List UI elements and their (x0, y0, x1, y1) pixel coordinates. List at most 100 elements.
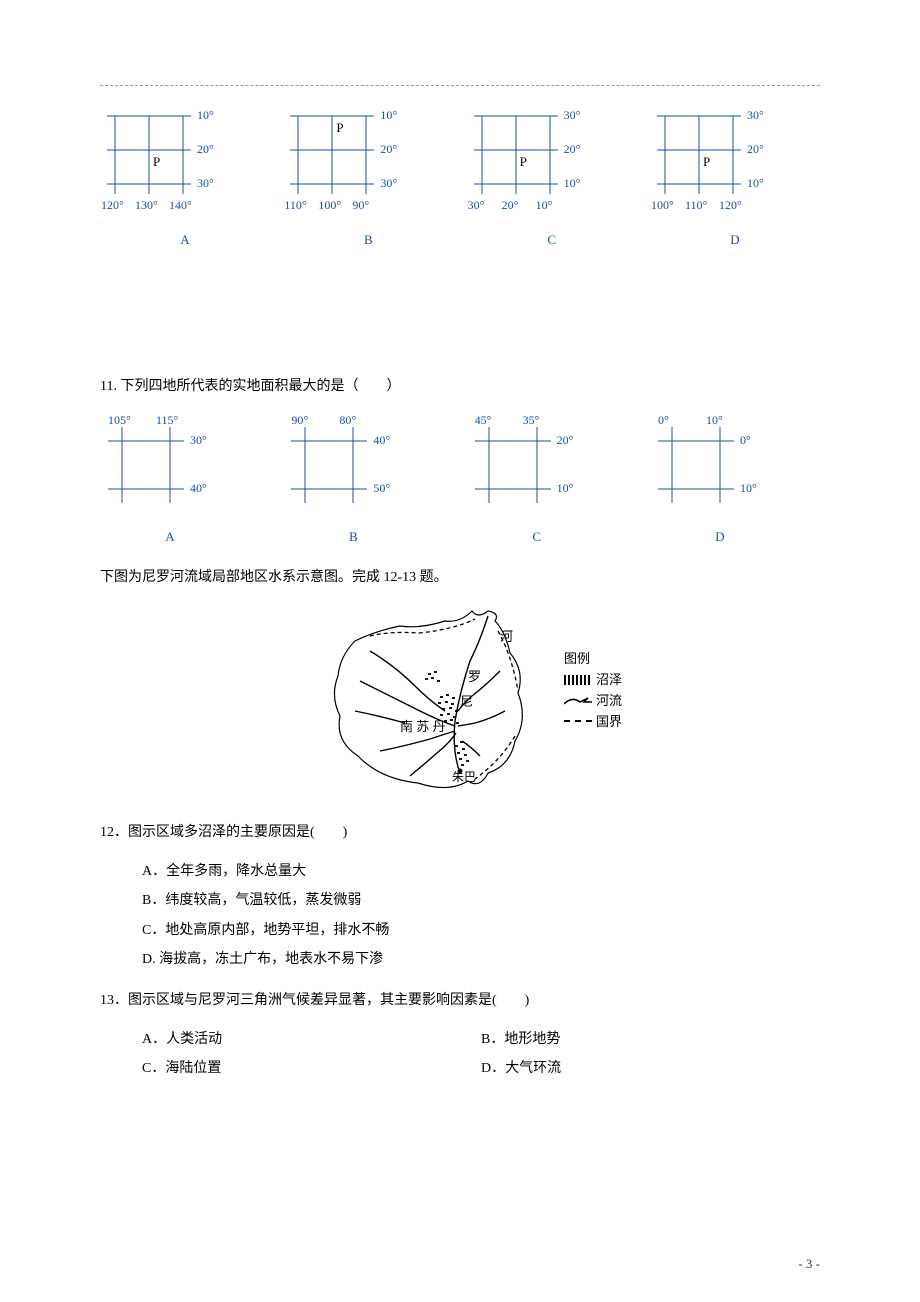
p-marker: P (153, 154, 160, 170)
p-marker: P (520, 154, 527, 170)
label-juba: 朱巴 (452, 770, 476, 784)
grid-svg (283, 421, 413, 516)
q12-opt-a: A．全年多雨，降水总量大 (142, 857, 820, 886)
option-letter: B (283, 529, 423, 545)
q12-opt-c: C．地处高原内部，地势平坦，排水不畅 (142, 916, 820, 945)
river-icon (564, 694, 592, 708)
lat-label: 30° (197, 176, 214, 191)
grid-cell-c: 30° 20° 10° 30° 20° 10° P C (467, 110, 637, 250)
rivers (355, 616, 505, 776)
lon-label: 110° (284, 198, 306, 213)
legend-row-border: 国界 (564, 712, 622, 733)
grid-cell-a: 10° 20° 30° 120° 130° 140° P A (100, 110, 270, 250)
q13-opt-a: A．人类活动 (142, 1025, 481, 1054)
lat-label: 40° (190, 481, 207, 496)
lat-label: 10° (740, 481, 757, 496)
grid-cell-d: 30°20°10°100°110°120°PD (650, 110, 820, 250)
lat-label: 10° (564, 176, 581, 191)
label-luo: 罗 (468, 669, 481, 684)
option-letter: C (467, 529, 607, 545)
lon-label: 120° (101, 198, 124, 213)
grid-set-11: 105°115°30°40°A90°80°40°50°B45°35°20°10°… (100, 421, 820, 551)
q13-opt-b: B．地形地势 (481, 1025, 820, 1054)
grid11-cell-c: 45°35°20°10°C (467, 421, 637, 551)
grid-svg (650, 421, 780, 516)
legend-river-label: 河流 (596, 691, 622, 712)
lon-label: 90° (291, 413, 308, 428)
lat-label: 30° (564, 108, 581, 123)
label-he: 河 (500, 629, 513, 644)
lon-label: 100° (318, 198, 341, 213)
lon-label: 45° (475, 413, 492, 428)
grid11-cell-a: 105°115°30°40°A (100, 421, 270, 551)
grid11-cell-b: 90°80°40°50°B (283, 421, 453, 551)
lat-label: 10° (557, 481, 574, 496)
lon-label: 130° (135, 198, 158, 213)
lat-label: 10° (197, 108, 214, 123)
grid-cell-b: 10° 20° 30° 110° 100° 90° P B (283, 110, 453, 250)
legend-row-swamp: 沼泽 (564, 670, 622, 691)
lat-label: 30° (380, 176, 397, 191)
border-icon (564, 720, 592, 723)
lon-label: 80° (339, 413, 356, 428)
grid-svg (467, 110, 597, 210)
legend-title: 图例 (564, 649, 622, 670)
q12-opt-b: B．纬度较高，气温较低，蒸发微弱 (142, 886, 820, 915)
swamp-icon (564, 675, 592, 685)
q12-opt-d: D. 海拔高，冻土广布，地表水不易下渗 (142, 945, 820, 974)
lat-label: 20° (380, 142, 397, 157)
spacer (100, 260, 820, 360)
map-legend: 图例 沼泽 河流 国界 (564, 649, 622, 732)
grid-svg (650, 110, 780, 210)
grid-svg (100, 110, 230, 210)
label-south-sudan: 南 苏 丹 (400, 719, 446, 734)
page-number: - 3 - (798, 1256, 820, 1272)
option-letter: A (100, 529, 240, 545)
grid-svg (283, 110, 413, 210)
lon-label: 10° (536, 198, 553, 213)
lon-label: 20° (502, 198, 519, 213)
juba-marker (458, 769, 463, 774)
grid11-cell-d: 0°10°0°10°D (650, 421, 820, 551)
lon-label: 140° (169, 198, 192, 213)
lon-label: 30° (468, 198, 485, 213)
lat-label: 10° (747, 176, 764, 191)
lat-label: 10° (380, 108, 397, 123)
option-letter: D (650, 232, 820, 248)
lat-label: 20° (747, 142, 764, 157)
page: 10° 20° 30° 120° 130° 140° P A 10° 20° 30° 110° 100°… (0, 0, 920, 1302)
lon-label: 110° (685, 198, 707, 213)
grid-svg (467, 421, 597, 516)
q12-text: 12．图示区域多沼泽的主要原因是( ) (100, 820, 820, 847)
q13-options: A．人类活动 C．海陆位置 B．地形地势 D．大气环流 (100, 1025, 820, 1084)
lon-label: 35° (523, 413, 540, 428)
grid-set-10: 10° 20° 30° 120° 130° 140° P A 10° 20° 30° 110° 100°… (100, 110, 820, 250)
p-marker: P (703, 154, 710, 170)
legend-row-river: 河流 (564, 691, 622, 712)
lon-label: 90° (352, 198, 369, 213)
lat-label: 40° (373, 433, 390, 448)
option-letter: D (650, 529, 790, 545)
map-figure: 南 苏 丹 朱巴 尼 罗 河 图例 沼泽 河流 (300, 601, 620, 801)
option-letter: C (467, 232, 637, 248)
border-line (370, 619, 518, 779)
lat-label: 30° (190, 433, 207, 448)
lon-label: 0° (658, 413, 669, 428)
lon-label: 115° (156, 413, 178, 428)
lon-label: 10° (706, 413, 723, 428)
legend-border-label: 国界 (596, 712, 622, 733)
lon-label: 105° (108, 413, 131, 428)
grid-svg (100, 421, 230, 516)
header-rule (100, 85, 820, 86)
q13-opt-d: D．大气环流 (481, 1054, 820, 1083)
option-letter: B (283, 232, 453, 248)
lat-label: 0° (740, 433, 751, 448)
lat-label: 30° (747, 108, 764, 123)
option-letter: A (100, 232, 270, 248)
lon-label: 120° (719, 198, 742, 213)
lat-label: 20° (564, 142, 581, 157)
p-marker: P (336, 120, 343, 136)
q11-text: 11. 下列四地所代表的实地面积最大的是（ ） (100, 374, 820, 401)
q13-opt-c: C．海陆位置 (142, 1054, 481, 1083)
lat-label: 20° (197, 142, 214, 157)
